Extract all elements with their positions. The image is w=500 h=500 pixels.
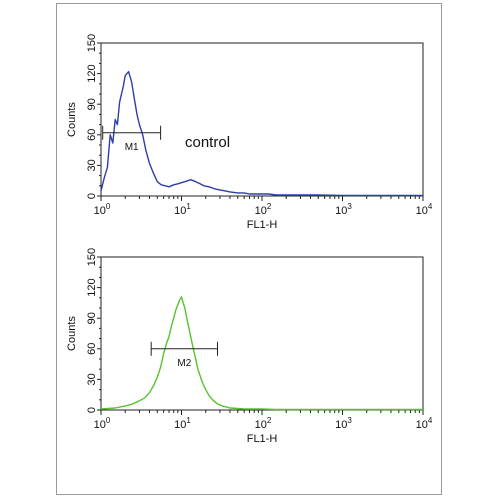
panel2-x-tick-label: 101: [174, 416, 191, 431]
panel1-y-tick-label: 0: [86, 193, 98, 199]
panel2-x-tick-base: 10: [174, 419, 186, 431]
panel2-x-tick-label: 102: [255, 416, 272, 431]
panel2-histogram-line: [100, 296, 423, 411]
panel1-x-tick-exponent: 4: [428, 202, 433, 211]
panel1-x-tick-exponent: 3: [347, 202, 352, 211]
panel2-y-tick-label: 0: [86, 407, 98, 413]
panel2-x-tick-label: 104: [416, 416, 433, 431]
panel2-plot-box: [100, 256, 424, 411]
panel1-x-tick-base: 10: [174, 205, 186, 217]
panel1-x-tick-base: 10: [255, 205, 267, 217]
panel2-x-tick-label: 100: [94, 416, 111, 431]
panel2-x-tick-base: 10: [255, 419, 267, 431]
panel1-y-tick-label: 30: [86, 159, 98, 171]
panel1-x-tick-base: 10: [335, 205, 347, 217]
panel1-y-tick-label: 60: [86, 129, 98, 141]
panel1-x-tick-label: 104: [416, 202, 433, 217]
panel1-plot-box: [100, 42, 424, 197]
panel1-annotation: control: [185, 134, 230, 151]
panel2-x-tick-exponent: 3: [347, 416, 352, 425]
panel2-x-tick-base: 10: [94, 419, 106, 431]
panel1-y-tick-label: 150: [86, 34, 98, 52]
panel2-y-tick-label: 60: [86, 343, 98, 355]
panel1-histogram-line: [100, 70, 423, 197]
panel2-x-tick-exponent: 0: [106, 416, 111, 425]
panel2-x-tick-exponent: 1: [186, 416, 191, 425]
panel2-x-axis-title: FL1-H: [247, 433, 278, 445]
panel1-x-tick-base: 10: [416, 205, 428, 217]
panel1-gate-label: M1: [125, 142, 139, 153]
panel2-y-axis-title: Counts: [66, 316, 78, 351]
panel1-x-tick-label: 103: [335, 202, 352, 217]
panel2-x-tick-base: 10: [335, 419, 347, 431]
panel2-x-tick-base: 10: [416, 419, 428, 431]
panel1-x-tick-exponent: 2: [267, 202, 272, 211]
panel1-y-tick-label: 90: [86, 98, 98, 110]
panel1-x-tick-exponent: 0: [106, 202, 111, 211]
panel1-y-tick-label: 120: [86, 64, 98, 82]
panel2-y-tick-label: 30: [86, 373, 98, 385]
panel2-x-tick-exponent: 4: [428, 416, 433, 425]
panel1-x-axis-title: FL1-H: [247, 219, 278, 231]
panel1-x-tick-exponent: 1: [186, 202, 191, 211]
panel2-y-tick-label: 120: [86, 278, 98, 296]
panel2-y-tick-label: 90: [86, 312, 98, 324]
panel2-gate-label: M2: [177, 358, 191, 369]
figure-frame: [56, 3, 442, 495]
panel1-x-tick-label: 100: [94, 202, 111, 217]
panel1-x-tick-base: 10: [94, 205, 106, 217]
panel2-x-tick-label: 103: [335, 416, 352, 431]
panel2-y-tick-label: 150: [86, 248, 98, 266]
panel1-x-tick-label: 102: [255, 202, 272, 217]
panel2-x-tick-exponent: 2: [267, 416, 272, 425]
panel1-x-tick-label: 101: [174, 202, 191, 217]
panel1-y-axis-title: Counts: [66, 102, 78, 137]
